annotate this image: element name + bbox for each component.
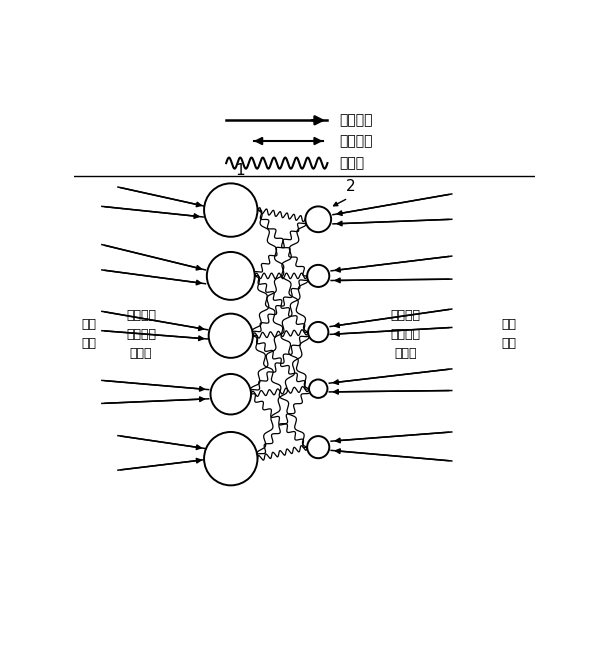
Circle shape — [207, 252, 255, 300]
Text: 入射光线: 入射光线 — [339, 114, 372, 127]
Circle shape — [309, 379, 327, 398]
Circle shape — [307, 436, 329, 458]
Text: 热辐射: 热辐射 — [339, 156, 364, 170]
Text: 远太
阳侧: 远太 阳侧 — [81, 319, 96, 351]
Circle shape — [305, 206, 331, 232]
Circle shape — [308, 322, 328, 342]
Text: 反射光线: 反射光线 — [339, 134, 372, 148]
Text: 近太阳侧
定日镜場
反射光: 近太阳侧 定日镜場 反射光 — [391, 309, 421, 360]
Text: 远太阳侧
定日镜場
反射光: 远太阳侧 定日镜場 反射光 — [126, 309, 156, 360]
Text: 1: 1 — [235, 163, 245, 178]
Circle shape — [204, 432, 257, 485]
Text: 近太
阳侧: 近太 阳侧 — [502, 319, 517, 351]
Circle shape — [210, 374, 251, 415]
Text: 2: 2 — [346, 178, 355, 193]
Circle shape — [208, 313, 253, 358]
Circle shape — [307, 265, 329, 287]
Circle shape — [204, 183, 257, 237]
